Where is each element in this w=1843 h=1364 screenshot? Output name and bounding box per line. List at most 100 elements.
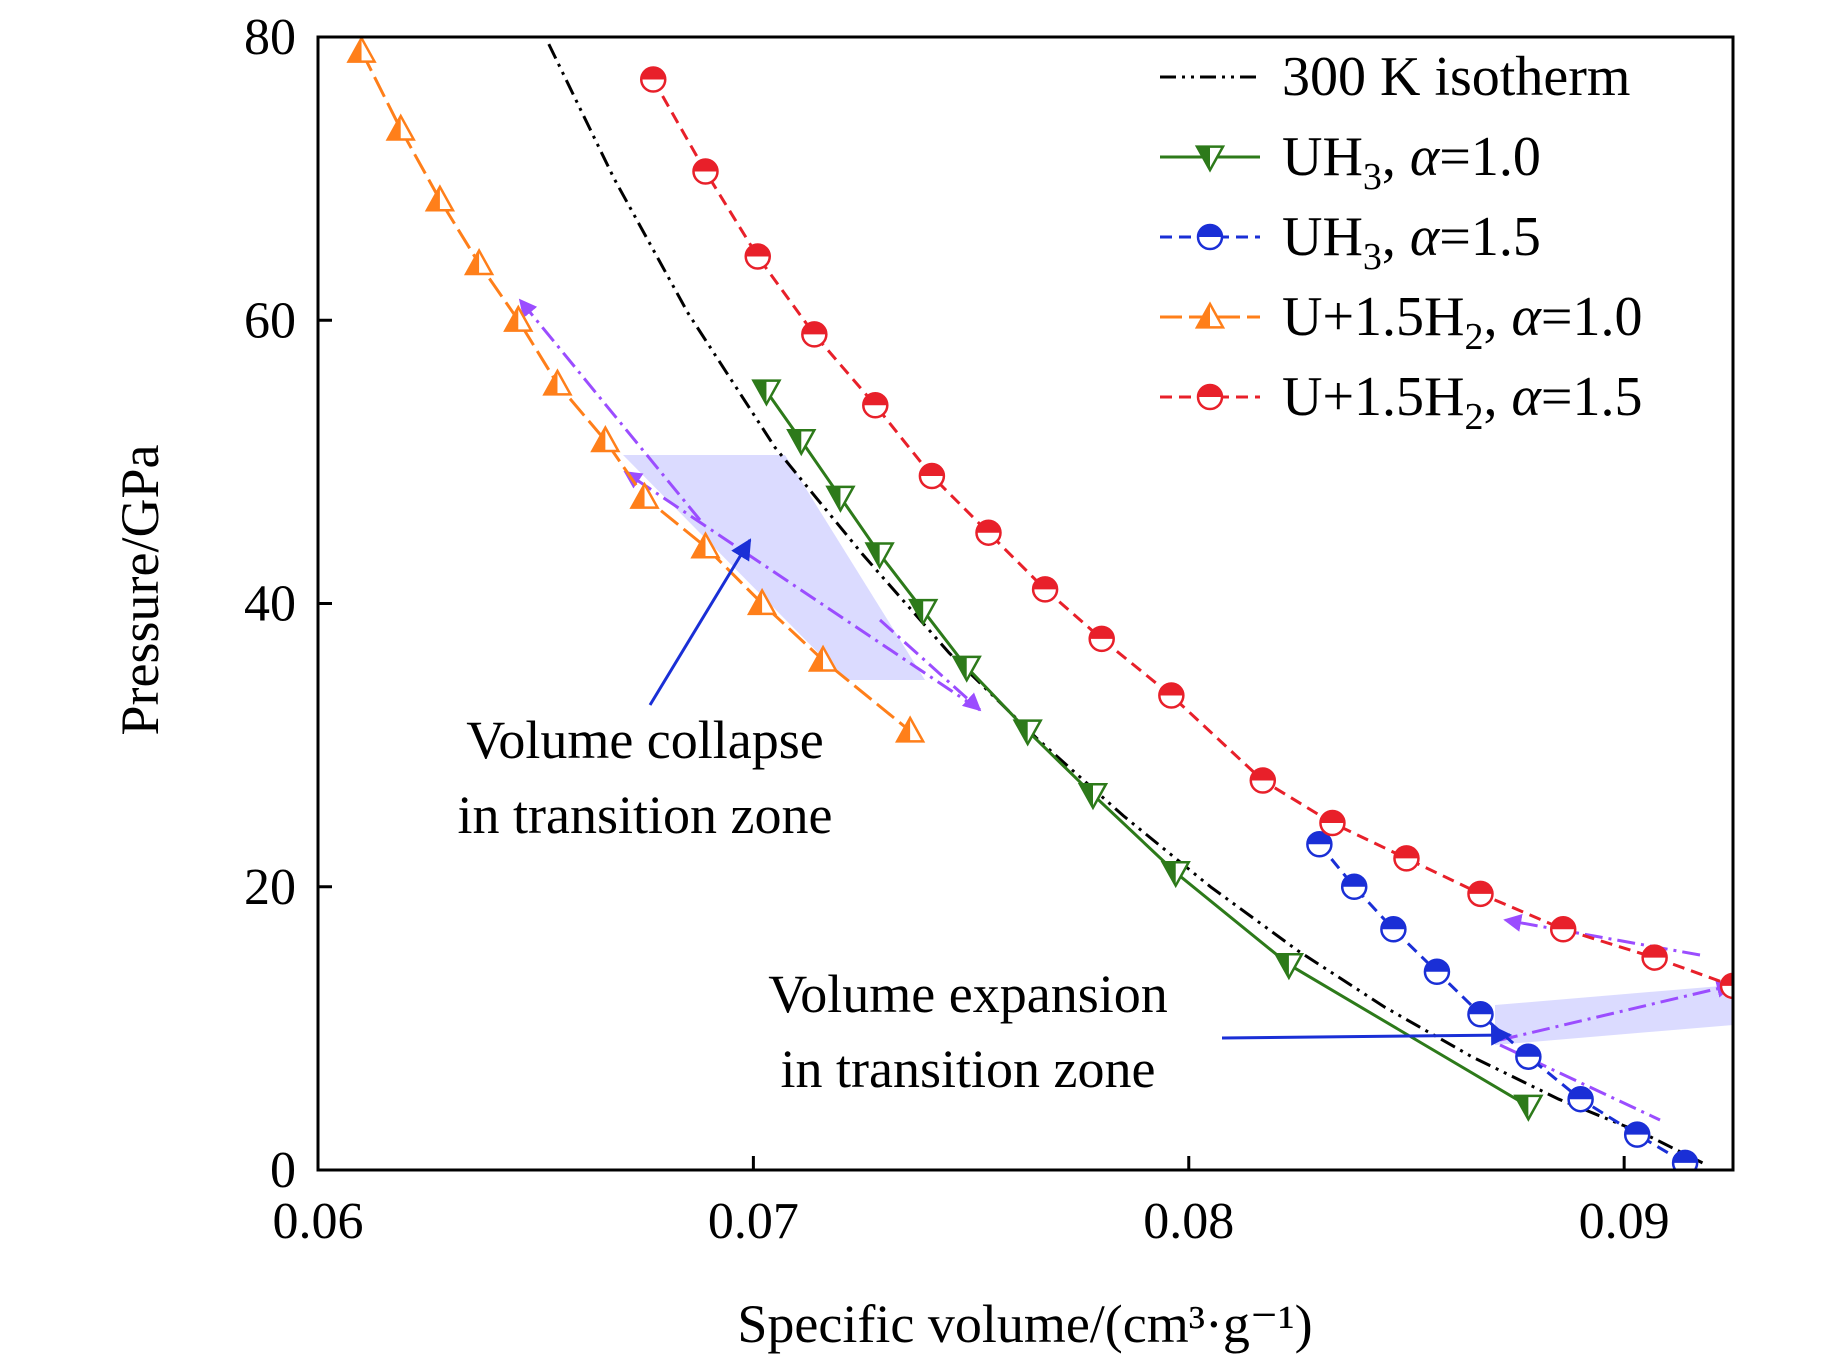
legend-swatch-marker bbox=[1194, 301, 1226, 329]
data-point bbox=[1306, 831, 1333, 858]
annotation-expansion-line-1: Volume expansion bbox=[768, 964, 1167, 1024]
data-point bbox=[692, 158, 719, 185]
annotation-collapse-line-1: Volume collapse bbox=[466, 710, 823, 770]
data-point bbox=[690, 531, 721, 559]
series-2 bbox=[1306, 831, 1699, 1170]
y-tick-label: 20 bbox=[244, 859, 296, 916]
data-point bbox=[1549, 915, 1577, 943]
data-point bbox=[1158, 682, 1185, 709]
series-1 bbox=[751, 379, 1544, 1122]
data-point bbox=[751, 379, 782, 407]
data-point bbox=[385, 113, 416, 141]
legend-label: 300 K isotherm bbox=[1282, 46, 1630, 108]
legend-label: UH3, α=1.5 bbox=[1282, 206, 1541, 278]
legend-label: UH3, α=1.0 bbox=[1282, 126, 1541, 198]
annotation-collapse-line-2: in transition zone bbox=[458, 785, 833, 845]
data-point bbox=[1012, 719, 1043, 747]
x-tick-label: 0.06 bbox=[273, 1193, 364, 1250]
data-point bbox=[1467, 1000, 1494, 1028]
legend-label: U+1.5H2, α=1.5 bbox=[1282, 366, 1642, 438]
x-tick-label: 0.09 bbox=[1579, 1193, 1670, 1250]
expansion-arrow-3 bbox=[1499, 979, 1735, 1042]
data-point bbox=[864, 542, 895, 570]
data-point bbox=[1393, 845, 1420, 872]
collapse-arrow-1 bbox=[518, 298, 702, 521]
data-point bbox=[807, 644, 839, 672]
series-0 bbox=[547, 43, 1704, 1165]
y-tick-label: 0 bbox=[270, 1142, 296, 1199]
legend-label: U+1.5H2, α=1.0 bbox=[1282, 286, 1642, 358]
legend: 300 K isotherm UH3, α=1.0 UH3, α=1.5 U+1.5H… bbox=[1160, 46, 1642, 438]
legend-entry: U+1.5H2, α=1.5 bbox=[1160, 366, 1642, 438]
data-point bbox=[744, 243, 771, 270]
annotation-expansion: Volume expansion in transition zone bbox=[768, 964, 1513, 1099]
series-3 bbox=[346, 37, 926, 743]
data-point bbox=[894, 715, 926, 743]
y-tick-label: 80 bbox=[244, 9, 296, 66]
annotation-collapse: Volume collapse in transition zone bbox=[458, 538, 833, 845]
data-point bbox=[503, 304, 534, 332]
data-point bbox=[1641, 944, 1668, 971]
legend-entry: 300 K isotherm bbox=[1160, 46, 1630, 108]
collapse-arrow-2 bbox=[623, 470, 981, 712]
data-point bbox=[590, 425, 621, 453]
annotation-expansion-pointer bbox=[1221, 1024, 1513, 1046]
data-point bbox=[1273, 952, 1305, 981]
data-point bbox=[918, 462, 946, 490]
legend-swatch-marker bbox=[1196, 383, 1224, 411]
data-point bbox=[542, 368, 573, 396]
x-tick-label: 0.08 bbox=[1143, 1193, 1234, 1250]
legend-entry: UH3, α=1.0 bbox=[1160, 126, 1541, 198]
data-point bbox=[1671, 1149, 1699, 1170]
y-tick-label: 60 bbox=[244, 292, 296, 349]
data-point bbox=[1567, 1085, 1594, 1113]
data-point bbox=[463, 248, 495, 276]
data-point bbox=[639, 66, 667, 93]
transition-arrows bbox=[518, 298, 1735, 1122]
data-point bbox=[1077, 783, 1109, 811]
data-point bbox=[1515, 1043, 1542, 1070]
series-line bbox=[651, 78, 1733, 988]
data-point bbox=[424, 184, 456, 212]
data-point bbox=[1088, 625, 1115, 653]
data-point bbox=[1513, 1094, 1544, 1122]
data-point bbox=[1423, 958, 1451, 985]
collapse-arrow-3 bbox=[878, 618, 982, 712]
data-point bbox=[1160, 860, 1191, 889]
data-point bbox=[908, 598, 939, 627]
data-point bbox=[1719, 972, 1733, 1000]
data-point bbox=[1319, 809, 1346, 837]
data-point bbox=[786, 428, 817, 457]
data-point bbox=[746, 587, 778, 616]
expansion-arrow-2 bbox=[1503, 914, 1701, 957]
data-point bbox=[825, 485, 856, 513]
legend-entry: U+1.5H2, α=1.0 bbox=[1160, 286, 1642, 358]
series-layer bbox=[346, 37, 1733, 1170]
y-axis-title: Pressure/GPa bbox=[110, 444, 170, 735]
data-point bbox=[951, 655, 982, 683]
x-tick-label: 0.07 bbox=[708, 1193, 799, 1250]
data-point bbox=[629, 481, 660, 509]
series-4 bbox=[639, 66, 1733, 1000]
data-point bbox=[1623, 1121, 1651, 1148]
y-tick-label: 40 bbox=[244, 576, 296, 633]
data-point bbox=[1380, 915, 1407, 943]
axes-layer: 0.06 0.07 0.08 0.09 0 20 40 60 80 bbox=[244, 9, 1670, 1250]
annotation-expansion-line-2: in transition zone bbox=[781, 1039, 1156, 1099]
legend-swatch-marker bbox=[1194, 145, 1226, 173]
series-line bbox=[547, 43, 1704, 1165]
data-point bbox=[1467, 880, 1494, 908]
x-axis-title: Specific volume/(cm³·g⁻¹) bbox=[737, 1294, 1312, 1354]
data-point bbox=[801, 321, 828, 348]
data-point bbox=[346, 37, 377, 63]
data-point bbox=[1249, 767, 1277, 794]
data-point bbox=[975, 519, 1002, 546]
annotation-collapse-pointer bbox=[648, 538, 752, 706]
data-point bbox=[1340, 873, 1368, 900]
expansion-arrow-1 bbox=[1499, 1043, 1661, 1122]
legend-entry: UH3, α=1.5 bbox=[1160, 206, 1541, 278]
data-point bbox=[1031, 576, 1059, 603]
legend-swatch-marker bbox=[1196, 223, 1224, 251]
data-point bbox=[862, 391, 889, 419]
